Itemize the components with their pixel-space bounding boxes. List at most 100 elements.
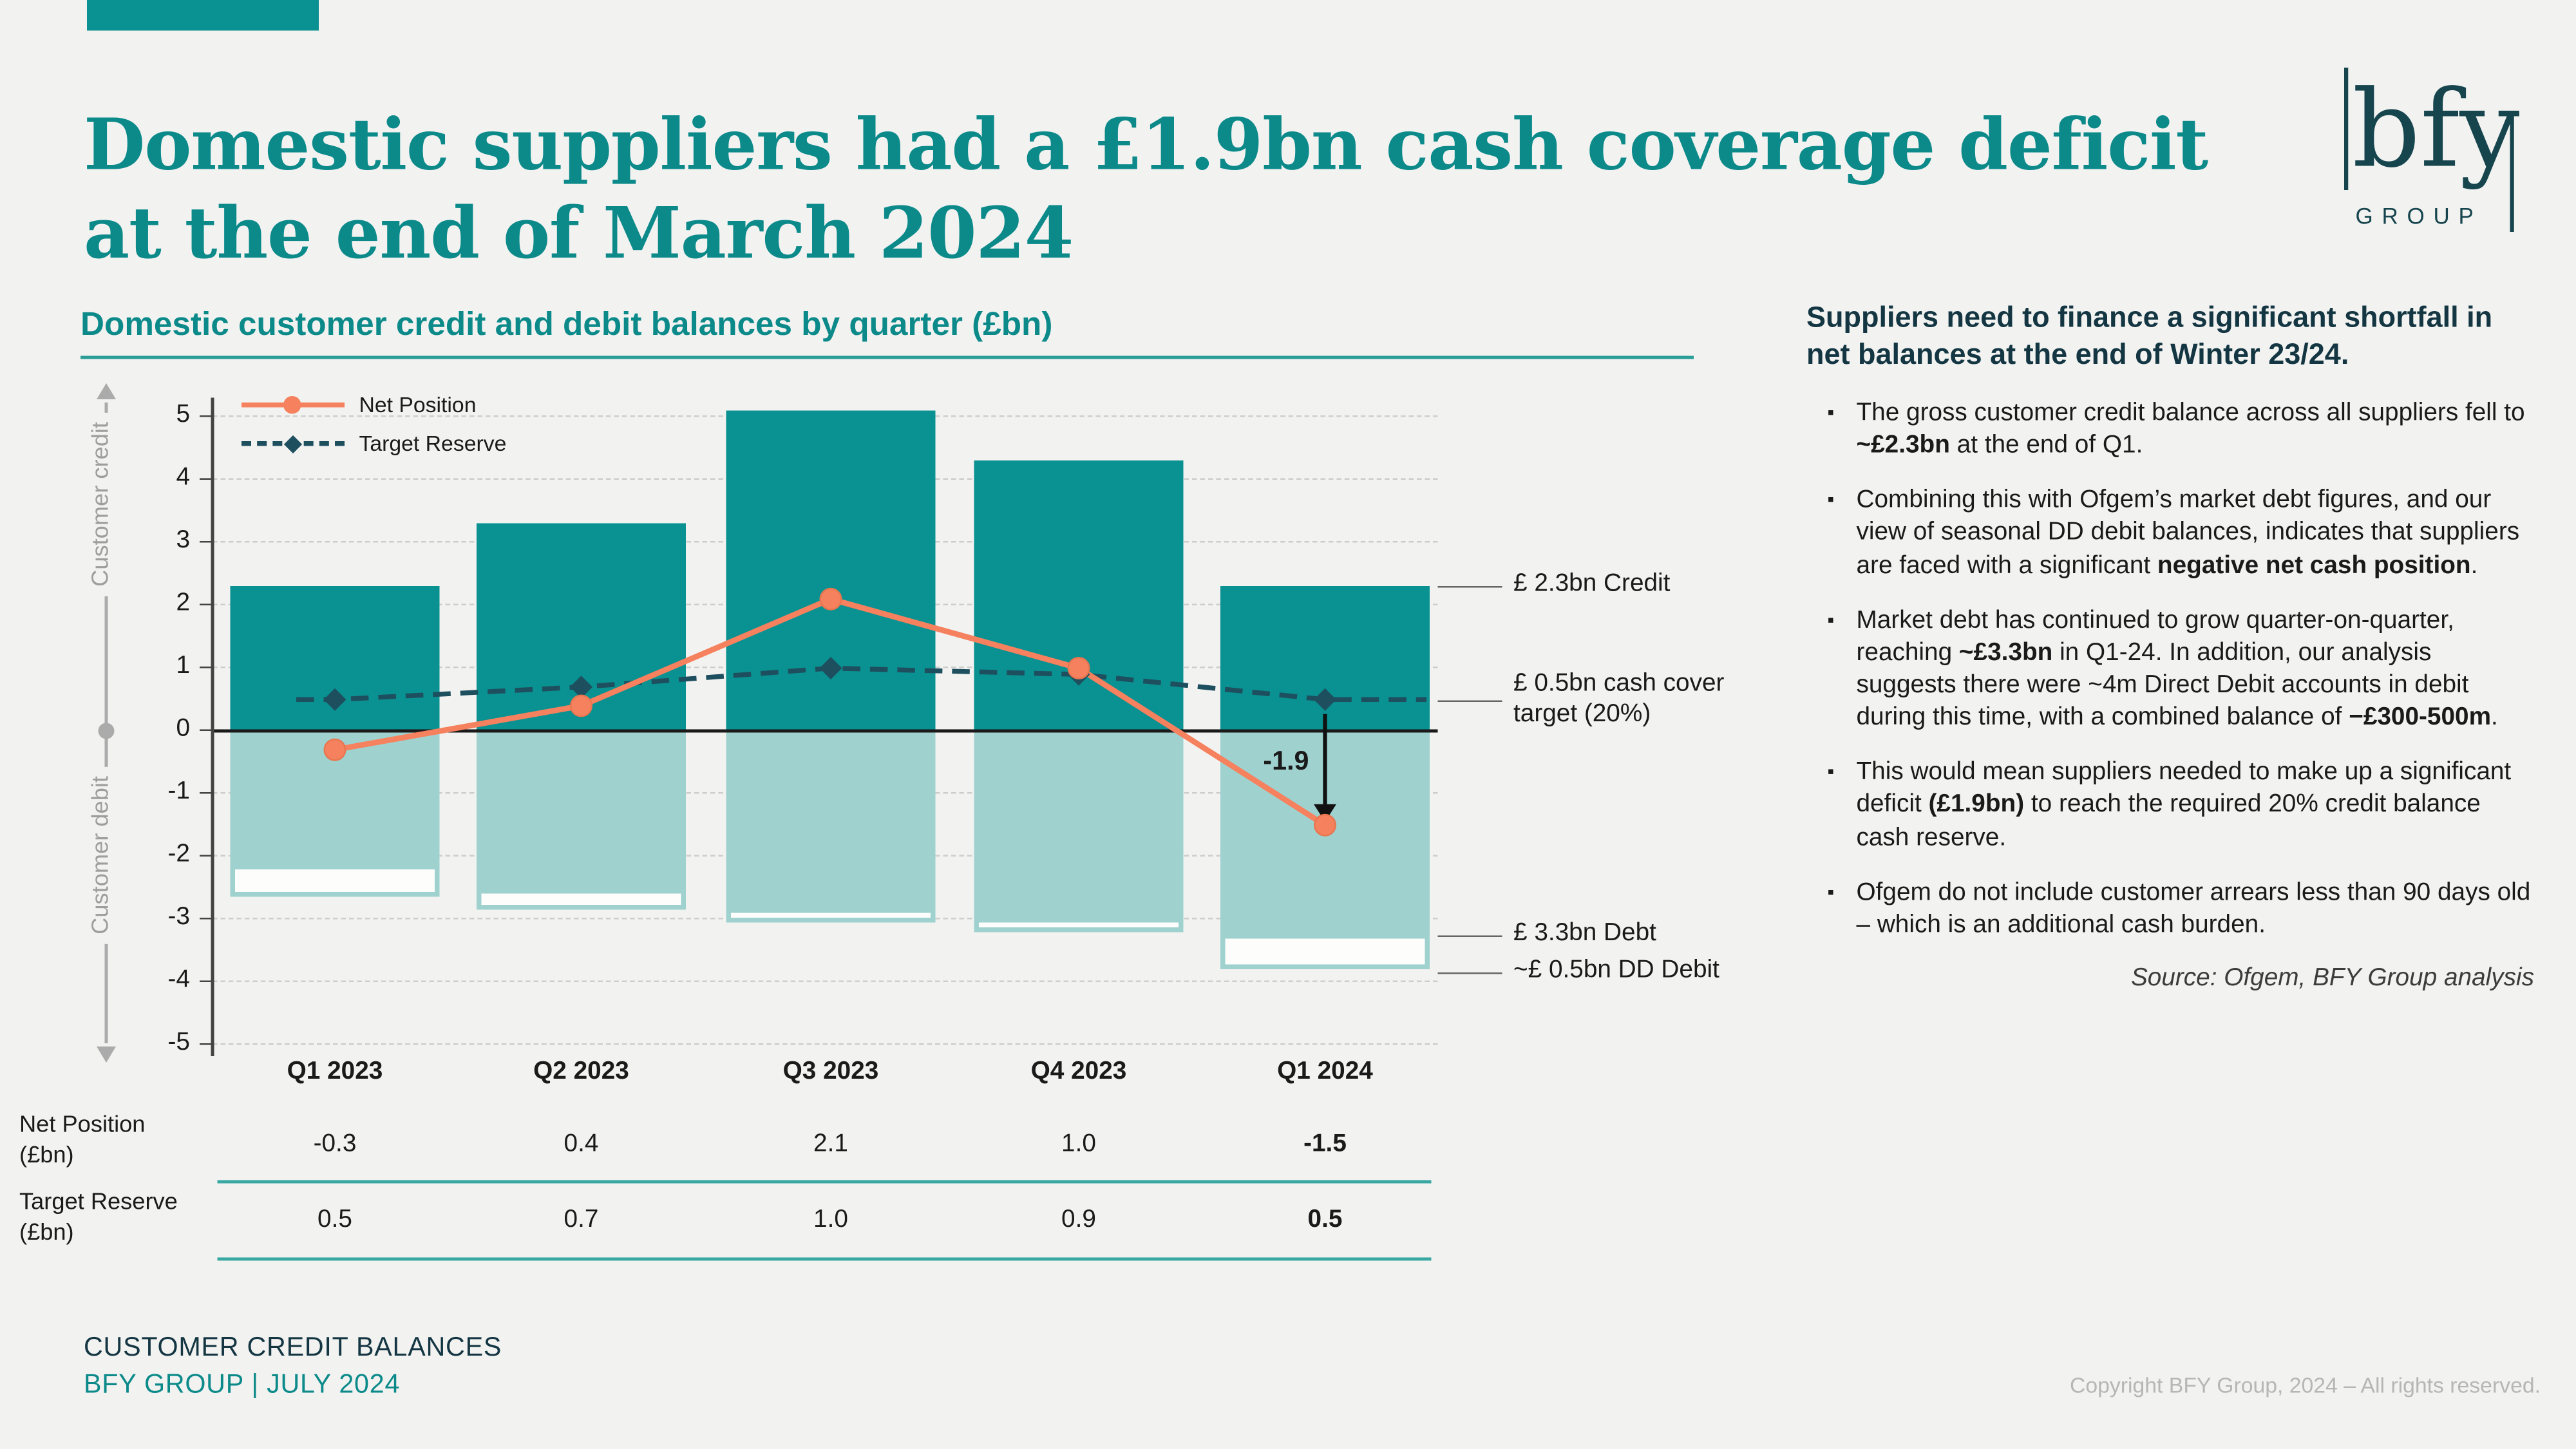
chart-title: Domestic customer credit and debit balan… [80, 306, 1694, 359]
axis-midpoint-dot [98, 723, 115, 739]
table-cell: 2.1 [813, 1130, 848, 1158]
logo-right-bar [2510, 113, 2514, 232]
dd-debit-segment [979, 922, 1179, 927]
y-axis-tick [200, 415, 213, 418]
y-axis-tick [200, 541, 213, 544]
bullet-item: ▪ Ofgem do not include customer arrears l… [1806, 877, 2534, 942]
debit-bar [726, 731, 936, 923]
accent-bar [87, 0, 319, 31]
bullet-item: ▪ This would mean suppliers needed to mak… [1806, 757, 2534, 855]
table-cell: 0.4 [564, 1130, 599, 1158]
y-tick-label: 2 [176, 589, 190, 617]
dd-debit-segment [1225, 938, 1425, 965]
bullet-text: Market debt has continued to grow quarte… [1856, 606, 2498, 732]
annotation-label: £ 0.5bn cash cover target (20%) [1513, 668, 1725, 728]
y-tick-label: 5 [176, 401, 190, 429]
bullet-marker-icon: ▪ [1827, 401, 1835, 424]
bullet-marker-icon: ▪ [1827, 488, 1835, 511]
annotation-label: £ 2.3bn Credit [1513, 570, 1671, 598]
y-axis-tick [200, 667, 213, 669]
table-rule [217, 1257, 1432, 1261]
x-tick-label: Q1 2023 [287, 1057, 383, 1086]
y-axis-tick [200, 478, 213, 480]
panel-heading: Suppliers need to finance a significant … [1806, 301, 2493, 371]
logo-left-bar [2344, 68, 2349, 190]
net-position-legend-swatch [242, 393, 345, 416]
net-dot-icon [283, 396, 301, 414]
credit-bar [1220, 586, 1430, 731]
table-row-label: Net Position (£bn) [19, 1112, 146, 1169]
gridline [213, 981, 1438, 983]
bullet-marker-icon: ▪ [1827, 608, 1835, 631]
table-cell: 0.5 [317, 1206, 352, 1234]
table-cell: 0.5 [1307, 1206, 1343, 1234]
table-cell: 0.7 [564, 1206, 599, 1234]
y-tick-label: -1 [167, 777, 190, 806]
arrow-down-icon [95, 1046, 115, 1063]
bullet-marker-icon: ▪ [1827, 760, 1835, 783]
commentary-panel: Suppliers need to finance a significant … [1806, 299, 2534, 994]
y-tick-label: 1 [176, 652, 190, 680]
dd-debit-segment [235, 869, 435, 893]
y-axis-line [211, 397, 214, 1056]
credit-bar [230, 586, 440, 731]
x-tick-label: Q1 2024 [1277, 1057, 1373, 1086]
table-cell: 1.0 [1061, 1130, 1096, 1158]
title-line1: Domestic suppliers had a £1.9bn cash cov… [84, 105, 2208, 188]
dd-debit-segment [481, 894, 681, 905]
legend-target-reserve: Target Reserve [242, 431, 506, 456]
y-axis-tick [200, 981, 213, 983]
y-axis-tick [200, 604, 213, 606]
y-tick-label: -4 [167, 966, 190, 994]
bullet-item: ▪ Market debt has continued to grow quart… [1806, 605, 2534, 734]
annotation-connector [1437, 699, 1502, 701]
table-cell: 0.9 [1061, 1206, 1096, 1234]
page-title: Domestic suppliers had a £1.9bn cash cov… [84, 102, 2208, 279]
y-tick-label: 0 [176, 715, 190, 743]
target-reserve-legend-swatch [242, 432, 345, 455]
credit-bar [477, 524, 686, 731]
logo-subtext: GROUP [2356, 204, 2483, 229]
bullet-text: The gross customer credit balance across… [1856, 399, 2525, 460]
x-tick-label: Q2 2023 [533, 1057, 629, 1086]
y-axis-tick [200, 792, 213, 795]
x-tick-label: Q3 2023 [782, 1057, 879, 1086]
bullet-text: Combining this with Ofgem’s market debt … [1856, 486, 2520, 580]
debit-bar [974, 731, 1184, 932]
y-tick-label: -3 [167, 903, 190, 931]
source-note: Source: Ofgem, BFY Group analysis [2130, 964, 2534, 992]
y-axis-tick [200, 855, 213, 857]
annotation-label: £ 3.3bn Debt [1513, 918, 1656, 947]
footer-org-date: BFY GROUP | JULY 2024 [84, 1370, 401, 1399]
table-row-label: Target Reserve (£bn) [19, 1189, 178, 1246]
zero-line [213, 729, 1438, 733]
table-cell: -0.3 [313, 1130, 357, 1158]
y-axis-tick [200, 1043, 213, 1046]
bfy-logo-graphic: bfy GROUP [2344, 68, 2520, 232]
x-tick-label: Q4 2023 [1030, 1057, 1127, 1086]
gridline [213, 1043, 1438, 1046]
legend-target-label: Target Reserve [359, 431, 507, 456]
dd-debit-segment [731, 913, 931, 918]
footer-deck-title: CUSTOMER CREDIT BALANCES [84, 1333, 502, 1362]
legend-net-position: Net Position [242, 393, 476, 417]
title-line2: at the end of March 2024 [84, 194, 1074, 276]
bullet-item: ▪ Combining this with Ofgem’s market debt… [1806, 485, 2534, 582]
bullet-text: Ofgem do not include customer arrears le… [1856, 878, 2531, 939]
arrow-up-icon [95, 383, 115, 399]
deficit-gap-label: -1.9 [1263, 746, 1309, 775]
logo-text: bfy [2353, 68, 2520, 191]
legend-net-label: Net Position [359, 393, 477, 417]
y-tick-label: -2 [167, 840, 190, 868]
y-tick-label: -5 [167, 1028, 190, 1057]
y-axis-tick [200, 730, 213, 732]
y-tick-label: 3 [176, 526, 190, 554]
footer-copyright: Copyright BFY Group, 2024 – All rights r… [2069, 1373, 2541, 1398]
table-cell: -1.5 [1303, 1130, 1347, 1158]
bfy-logo: bfy GROUP [2338, 64, 2528, 251]
bullet-item: ▪ The gross customer credit balance acros… [1806, 398, 2534, 463]
debit-bar [477, 731, 686, 910]
y-tick-label: 4 [176, 464, 190, 491]
bullet-list: ▪ The gross customer credit balance acros… [1806, 398, 2534, 942]
